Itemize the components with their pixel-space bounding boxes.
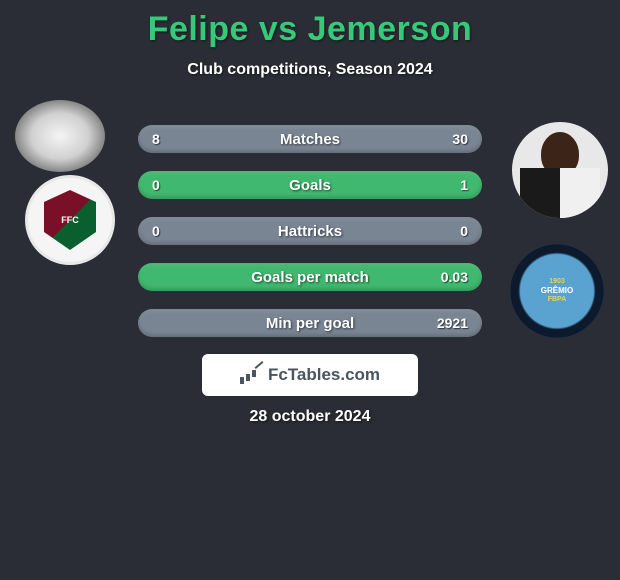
stat-left-value: 0 bbox=[152, 177, 192, 193]
stat-right-value: 0.03 bbox=[428, 269, 468, 285]
team-crest-right: 1903 GRÊMIO FBPA bbox=[510, 244, 604, 338]
stat-row: Goals per match 0.03 bbox=[138, 263, 482, 291]
stats-table: 8 Matches 30 0 Goals 1 0 Hattricks 0 Goa… bbox=[138, 125, 482, 355]
stat-label: Goals per match bbox=[251, 269, 369, 286]
page-title: Felipe vs Jemerson bbox=[0, 0, 620, 49]
avatar-felipe bbox=[15, 100, 105, 172]
stat-row: Min per goal 2921 bbox=[138, 309, 482, 337]
date-label: 28 october 2024 bbox=[0, 408, 620, 426]
badge-text: FcTables.com bbox=[268, 365, 380, 385]
stat-label: Min per goal bbox=[266, 315, 354, 332]
source-badge: FcTables.com bbox=[202, 354, 418, 396]
stat-left-value: 0 bbox=[152, 223, 192, 239]
subtitle: Club competitions, Season 2024 bbox=[0, 61, 620, 79]
stat-label: Matches bbox=[280, 131, 340, 148]
team-crest-left bbox=[25, 175, 115, 265]
crest-right-label: GRÊMIO bbox=[541, 286, 573, 296]
avatar-jemerson bbox=[512, 122, 608, 218]
stat-right-value: 30 bbox=[428, 131, 468, 147]
stat-row: 0 Hattricks 0 bbox=[138, 217, 482, 245]
stat-right-value: 0 bbox=[428, 223, 468, 239]
crest-right-sub: FBPA bbox=[541, 296, 573, 304]
stat-label: Hattricks bbox=[278, 223, 342, 240]
stat-row: 0 Goals 1 bbox=[138, 171, 482, 199]
crest-right-year: 1903 bbox=[541, 278, 573, 286]
stat-right-value: 1 bbox=[428, 177, 468, 193]
chart-icon bbox=[240, 366, 262, 384]
stat-left-value: 8 bbox=[152, 131, 192, 147]
stat-label: Goals bbox=[289, 177, 331, 194]
stat-right-value: 2921 bbox=[428, 315, 468, 331]
stat-row: 8 Matches 30 bbox=[138, 125, 482, 153]
